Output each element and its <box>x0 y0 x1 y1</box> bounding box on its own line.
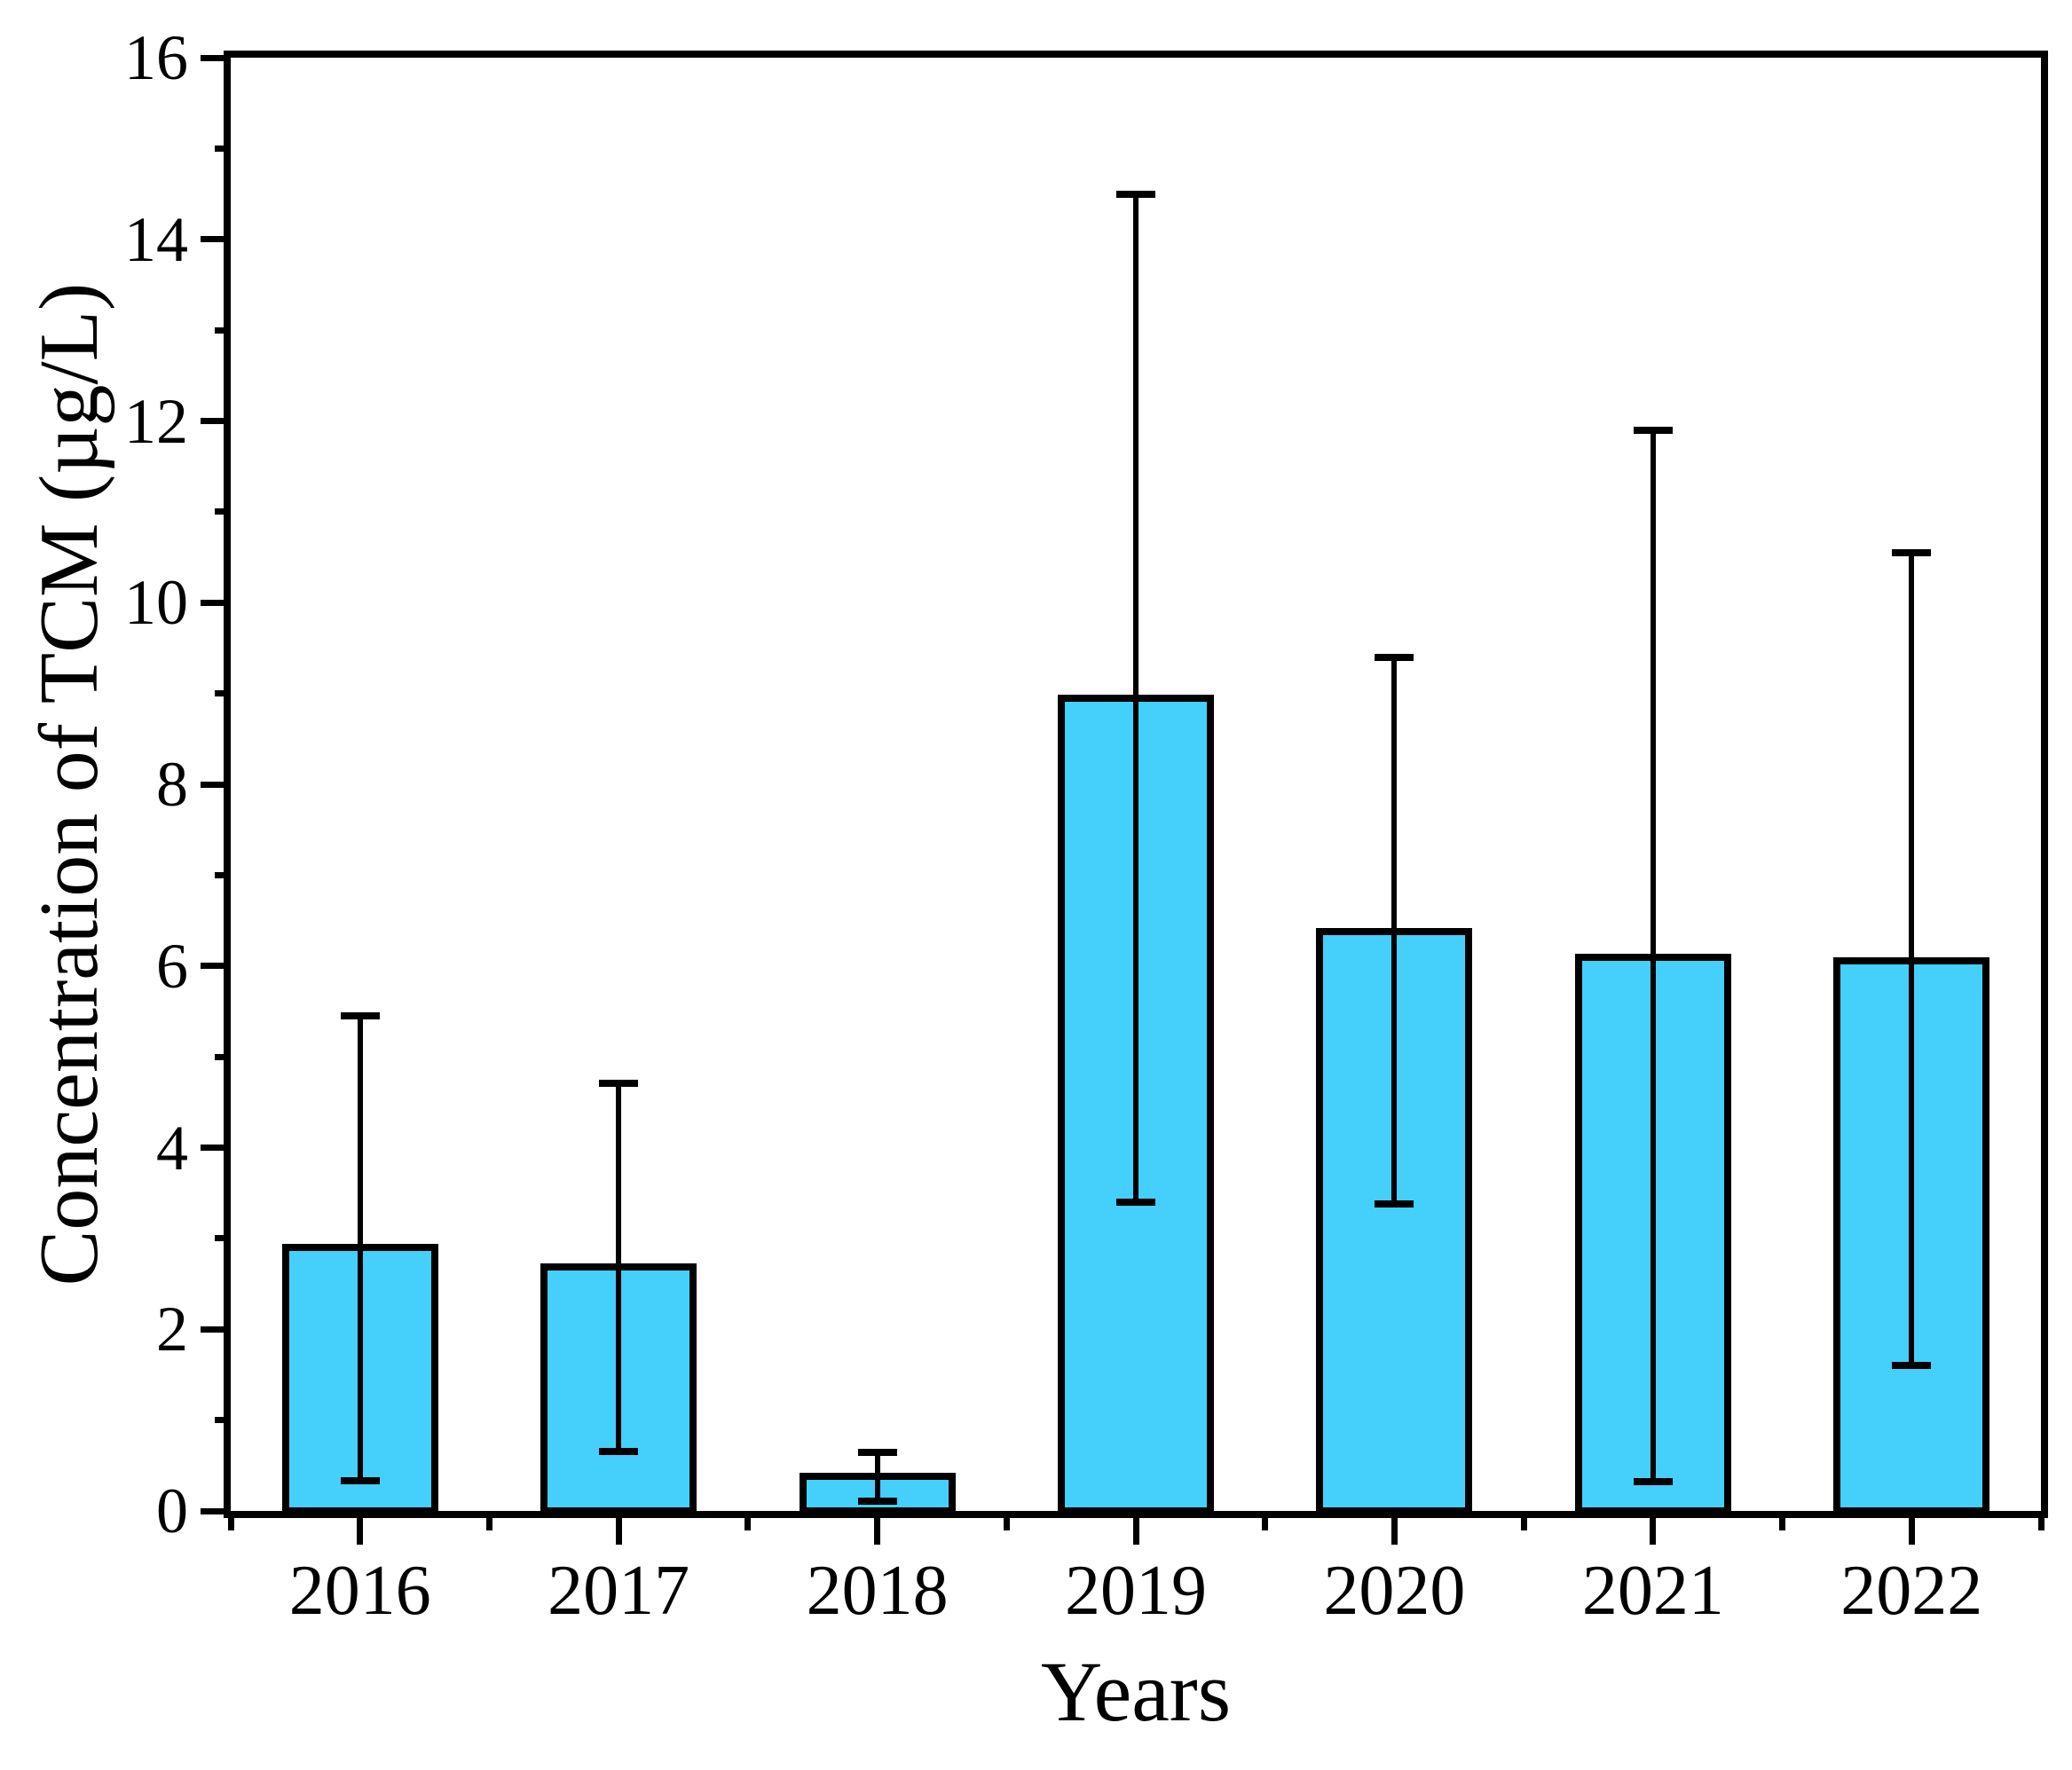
x-axis-boundary-tick <box>1003 1514 1010 1530</box>
x-axis-boundary-tick <box>745 1514 752 1530</box>
x-tick-label: 2017 <box>548 1552 690 1630</box>
error-bar-line <box>1133 193 1138 1202</box>
error-bar-cap-top <box>1116 190 1155 198</box>
y-axis-major-tick <box>201 1145 231 1151</box>
y-axis-minor-tick <box>215 1417 231 1424</box>
error-bar-cap-top <box>857 1449 897 1457</box>
x-axis-boundary-tick <box>1262 1514 1269 1530</box>
x-tick-label: 2019 <box>1065 1552 1207 1630</box>
y-axis-minor-tick <box>215 871 231 878</box>
y-tick-label: 14 <box>124 203 188 275</box>
y-tick-label: 16 <box>124 22 188 93</box>
error-bar-cap-top <box>599 1079 639 1087</box>
error-bar-cap-bottom <box>599 1448 639 1456</box>
error-bar-cap-top <box>1375 653 1414 661</box>
y-axis-title: Concentration of TCM (µg/L) <box>23 282 115 1286</box>
y-tick-label: 12 <box>124 385 188 457</box>
x-axis-major-tick <box>357 1514 364 1545</box>
x-axis-major-tick <box>1908 1514 1915 1545</box>
y-axis-major-tick <box>201 1507 231 1514</box>
bar <box>1316 927 1473 1514</box>
x-axis-major-tick <box>1391 1514 1398 1545</box>
y-tick-label: 6 <box>156 930 188 1002</box>
y-tick-label: 10 <box>124 567 188 639</box>
x-axis-boundary-tick <box>2037 1514 2044 1530</box>
y-axis-minor-tick <box>215 1235 231 1242</box>
y-axis-major-tick <box>201 1326 231 1333</box>
error-bar-cap-bottom <box>1375 1200 1414 1208</box>
error-bar-cap-top <box>1892 548 1932 556</box>
x-axis-major-tick <box>615 1514 622 1545</box>
x-axis-boundary-tick <box>1779 1514 1786 1530</box>
y-axis-minor-tick <box>215 1053 231 1060</box>
x-axis-boundary-tick <box>1520 1514 1527 1530</box>
x-axis-major-tick <box>1650 1514 1657 1545</box>
error-bar-cap-bottom <box>1633 1478 1673 1486</box>
error-bar-line <box>874 1452 880 1501</box>
y-axis-major-tick <box>201 236 231 243</box>
error-bar-line <box>357 1016 363 1482</box>
y-tick-label: 4 <box>156 1112 188 1184</box>
error-bar-cap-bottom <box>340 1477 380 1485</box>
y-axis-minor-tick <box>215 508 231 515</box>
y-axis-minor-tick <box>215 326 231 334</box>
error-bar-cap-top <box>1633 426 1673 434</box>
x-tick-label: 2018 <box>806 1552 949 1630</box>
x-axis-major-tick <box>874 1514 881 1545</box>
y-axis-major-tick <box>201 418 231 424</box>
x-axis-boundary-tick <box>485 1514 492 1530</box>
y-axis-major-tick <box>201 781 231 788</box>
y-tick-label: 2 <box>156 1294 188 1365</box>
error-bar-line <box>1650 429 1656 1483</box>
error-bar-cap-bottom <box>857 1497 897 1505</box>
error-bar-cap-bottom <box>1116 1198 1155 1206</box>
y-axis-major-tick <box>201 54 231 61</box>
y-axis-major-tick <box>201 963 231 970</box>
error-bar-line <box>1909 552 1915 1366</box>
x-axis-title: Years <box>1040 1644 1232 1739</box>
x-tick-label: 2016 <box>288 1552 431 1630</box>
x-tick-label: 2020 <box>1323 1552 1466 1630</box>
error-bar-line <box>1391 657 1398 1204</box>
x-axis-boundary-tick <box>227 1514 234 1530</box>
error-bar-cap-bottom <box>1892 1362 1932 1370</box>
y-tick-label: 0 <box>156 1475 188 1546</box>
y-tick-label: 8 <box>156 749 188 820</box>
y-axis-minor-tick <box>215 690 231 697</box>
x-tick-label: 2021 <box>1581 1552 1724 1630</box>
y-axis-major-tick <box>201 599 231 606</box>
error-bar-line <box>616 1082 622 1452</box>
y-axis-minor-tick <box>215 145 231 152</box>
x-axis-major-tick <box>1132 1514 1139 1545</box>
x-tick-label: 2022 <box>1840 1552 1983 1630</box>
error-bar-cap-top <box>340 1012 380 1020</box>
